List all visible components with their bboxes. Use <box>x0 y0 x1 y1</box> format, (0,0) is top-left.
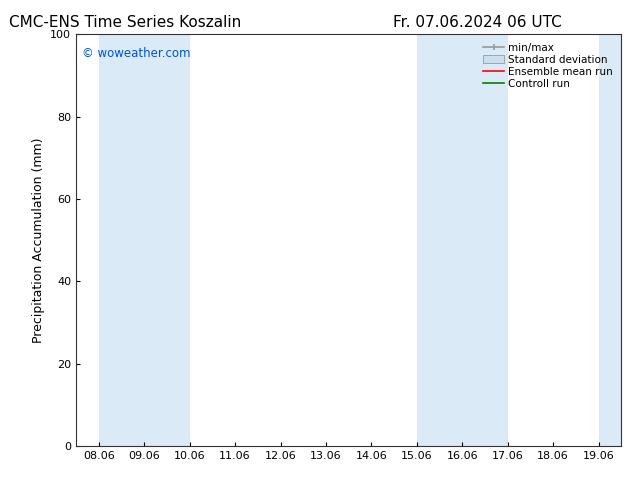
Y-axis label: Precipitation Accumulation (mm): Precipitation Accumulation (mm) <box>32 137 44 343</box>
Text: Fr. 07.06.2024 06 UTC: Fr. 07.06.2024 06 UTC <box>393 15 562 30</box>
Text: © woweather.com: © woweather.com <box>82 47 190 60</box>
Text: CMC-ENS Time Series Koszalin: CMC-ENS Time Series Koszalin <box>9 15 241 30</box>
Bar <box>99 34 190 446</box>
Legend: min/max, Standard deviation, Ensemble mean run, Controll run: min/max, Standard deviation, Ensemble me… <box>480 40 616 92</box>
Bar <box>598 34 634 446</box>
Bar <box>417 34 508 446</box>
